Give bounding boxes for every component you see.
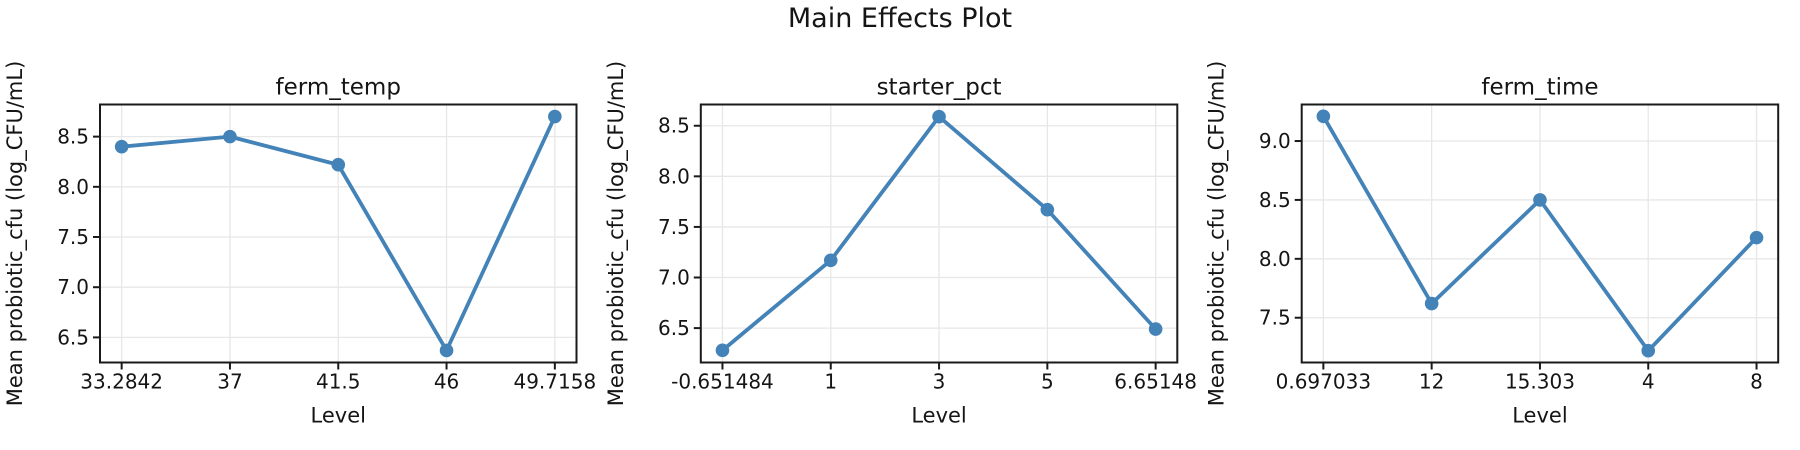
y-axis-label: Mean probiotic_cfu (log_CFU/mL) (3, 61, 28, 407)
x-axis-label: Level (311, 404, 366, 428)
x-tick-label: 5 (1041, 370, 1054, 394)
mean-point (548, 109, 562, 124)
y-tick-label: 7.5 (57, 225, 89, 249)
x-tick-label: 3 (933, 370, 946, 394)
mean-point (932, 109, 946, 124)
y-tick-label: 6.5 (57, 325, 89, 349)
mean-point (439, 343, 454, 358)
x-tick-label: 6.65148 (1114, 370, 1197, 394)
x-tick-label: 1 (824, 370, 837, 394)
x-tick-label: 46 (434, 370, 459, 394)
y-tick-label: 7.5 (658, 215, 690, 239)
y-tick-label: 8.0 (1259, 247, 1291, 271)
mean-point (331, 157, 346, 172)
x-axis-label: Level (1512, 404, 1567, 428)
x-tick-label: -0.651484 (671, 370, 774, 394)
figure-title: Main Effects Plot (787, 3, 1013, 34)
x-tick-label: 33.2842 (80, 370, 163, 394)
x-tick-label: 12 (1419, 370, 1444, 394)
subplot-title: starter_pct (877, 75, 1002, 101)
subplot-ferm_time: 0.697033 12 15.303 4 8 7.5 8.0 8.5 9.0 ferm_time L… (1205, 61, 1780, 428)
mean-point (1148, 322, 1163, 336)
subplot-title: ferm_time (1481, 75, 1598, 101)
y-tick-label: 7.0 (57, 275, 89, 299)
mean-point (114, 139, 129, 154)
y-tick-label: 9.0 (1259, 129, 1291, 153)
mean-point (1040, 202, 1055, 217)
mean-point (1424, 296, 1439, 311)
subplot-starter_pct: -0.651484 1 3 5 6.65148 6.5 7.0 7.5 8.0 8.5 starte… (604, 61, 1197, 428)
y-tick-label: 7.5 (1259, 306, 1291, 330)
y-tick-label: 8.5 (57, 125, 89, 149)
mean-point (223, 129, 237, 144)
x-tick-label: 0.697033 (1276, 370, 1371, 394)
x-tick-label: 41.5 (316, 370, 361, 394)
y-tick-label: 8.0 (57, 175, 89, 199)
mean-point (715, 343, 730, 358)
mean-point (823, 253, 838, 268)
y-tick-label: 7.0 (658, 266, 690, 290)
y-axis-label: Mean probiotic_cfu (log_CFU/mL) (604, 61, 629, 407)
y-tick-label: 8.5 (1259, 188, 1291, 212)
mean-point (1316, 109, 1331, 124)
y-tick-label: 8.5 (658, 114, 690, 138)
x-tick-label: 4 (1642, 370, 1655, 394)
subplot-ferm_temp: 33.2842 37 41.5 46 49.7158 6.5 7.0 7.5 8.0 8.5 fer… (3, 61, 596, 428)
mean-point (1641, 343, 1656, 358)
x-tick-label: 49.7158 (513, 370, 596, 394)
subplot-title: ferm_temp (276, 75, 401, 101)
mean-point (1749, 230, 1764, 245)
y-axis-label: Mean probiotic_cfu (log_CFU/mL) (1205, 61, 1230, 407)
x-tick-label: 15.303 (1505, 370, 1575, 394)
x-axis-label: Level (911, 404, 966, 428)
x-tick-label: 37 (217, 370, 242, 394)
y-tick-label: 6.5 (658, 316, 690, 340)
mean-point (1533, 193, 1547, 207)
y-tick-label: 8.0 (658, 164, 690, 188)
x-tick-label: 8 (1750, 370, 1763, 394)
